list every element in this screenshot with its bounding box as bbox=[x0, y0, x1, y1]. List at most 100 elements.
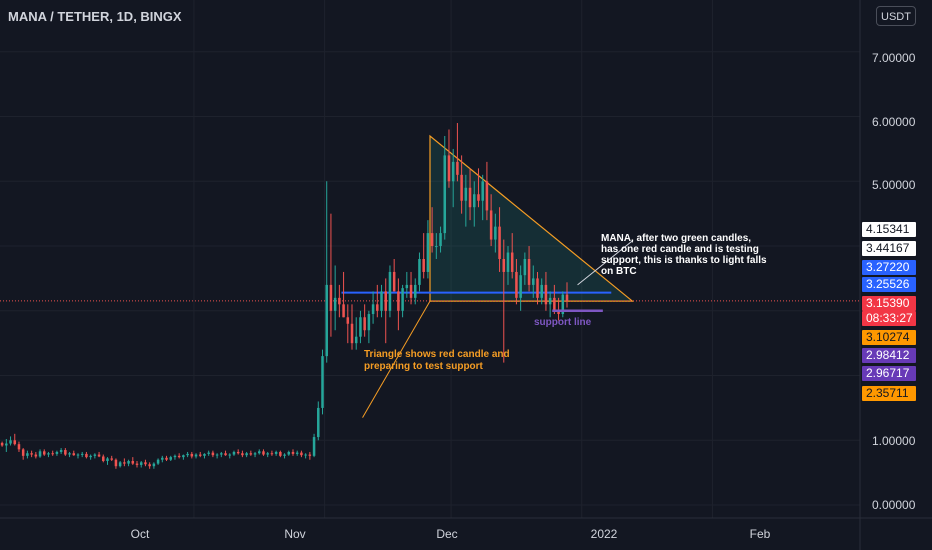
price-label: 3.27220 bbox=[862, 260, 916, 275]
candle-body bbox=[190, 453, 194, 457]
candle-body bbox=[485, 181, 489, 211]
candle-body bbox=[110, 458, 113, 460]
candle-body bbox=[464, 187, 468, 201]
candle-body bbox=[224, 453, 227, 456]
candle-body bbox=[548, 297, 552, 305]
candle-body bbox=[456, 161, 459, 175]
candle-body bbox=[68, 453, 71, 455]
x-tick-label: Oct bbox=[130, 527, 150, 541]
candle-body bbox=[532, 278, 535, 285]
candle-body bbox=[527, 259, 531, 285]
y-tick-label: 5.00000 bbox=[872, 178, 916, 192]
x-tick-label: Dec bbox=[436, 527, 458, 541]
candle-body bbox=[21, 449, 25, 456]
candle-body bbox=[401, 288, 404, 311]
candle-body bbox=[93, 454, 97, 456]
candle-body bbox=[148, 464, 151, 467]
candle-body bbox=[308, 454, 312, 456]
candle-body bbox=[135, 463, 139, 465]
candle-body bbox=[64, 450, 67, 455]
candle-body bbox=[51, 453, 54, 455]
candle-body bbox=[215, 454, 219, 456]
candle-body bbox=[447, 155, 451, 182]
candle-body bbox=[342, 304, 345, 318]
currency-selector-button[interactable]: USDT bbox=[876, 6, 916, 26]
candle-body bbox=[519, 275, 522, 298]
candle-body bbox=[139, 462, 143, 465]
candle-body bbox=[245, 453, 248, 456]
candle-body bbox=[443, 155, 447, 234]
candle-body bbox=[5, 443, 8, 446]
candle-body bbox=[354, 336, 358, 344]
candle-body bbox=[59, 450, 63, 452]
candle-body bbox=[515, 271, 518, 298]
x-tick-label: Nov bbox=[284, 527, 306, 541]
candle-body bbox=[173, 455, 177, 458]
candle-body bbox=[295, 452, 299, 454]
candle-body bbox=[346, 317, 350, 324]
y-tick-label: 7.00000 bbox=[872, 51, 916, 65]
price-label: 2.98412 bbox=[862, 348, 916, 363]
annotation-main-note: MANA, after two green candles, has one r… bbox=[601, 233, 767, 277]
candle-body bbox=[392, 271, 396, 292]
candle-body bbox=[220, 453, 223, 455]
candle-body bbox=[80, 453, 84, 455]
triangle-note-pointer bbox=[362, 300, 431, 418]
candle-body bbox=[165, 457, 168, 460]
candle-body bbox=[258, 451, 261, 454]
candle-body bbox=[55, 451, 59, 454]
candle-body bbox=[241, 453, 244, 456]
candle-body bbox=[413, 284, 417, 298]
candle-body bbox=[283, 454, 286, 456]
candle-body bbox=[371, 304, 375, 315]
candle-body bbox=[203, 453, 206, 456]
countdown-label: 08:33:27 bbox=[862, 311, 916, 326]
candle-body bbox=[13, 440, 17, 445]
candle-body bbox=[494, 226, 497, 240]
candle-body bbox=[102, 456, 105, 462]
candle-body bbox=[359, 317, 362, 337]
candle-body bbox=[249, 453, 253, 455]
price-label: 3.44167 bbox=[862, 241, 916, 256]
candle-body bbox=[300, 452, 303, 456]
candle-body bbox=[384, 291, 387, 311]
x-tick-label: Feb bbox=[749, 527, 771, 541]
candle-body bbox=[131, 461, 135, 464]
candle-body bbox=[89, 455, 92, 458]
candle-body bbox=[506, 252, 510, 272]
candle-body bbox=[114, 459, 118, 467]
candle-body bbox=[489, 210, 493, 240]
candle-body bbox=[144, 462, 147, 465]
candle-body bbox=[426, 233, 430, 272]
price-label: 4.15341 bbox=[862, 222, 916, 237]
price-label: 3.10274 bbox=[862, 330, 916, 345]
candle-body bbox=[367, 314, 371, 331]
candle-body bbox=[460, 174, 463, 201]
candle-body bbox=[523, 259, 527, 276]
candle-body bbox=[405, 284, 409, 289]
candle-body bbox=[270, 453, 274, 455]
candle-body bbox=[510, 252, 514, 272]
candle-body bbox=[85, 453, 88, 458]
candle-body bbox=[397, 291, 400, 311]
candle-body bbox=[553, 297, 556, 311]
annotation-triangle-note: Triangle shows red candle and preparing … bbox=[364, 349, 510, 372]
candle-body bbox=[34, 454, 38, 457]
candle-body bbox=[304, 454, 307, 456]
candle-body bbox=[253, 453, 257, 455]
price-label: 2.96717 bbox=[862, 366, 916, 381]
candle-body bbox=[312, 437, 316, 456]
candle-body bbox=[540, 284, 543, 298]
candle-body bbox=[30, 453, 33, 455]
candle-body bbox=[481, 181, 484, 201]
candle-body bbox=[409, 284, 413, 298]
candle-body bbox=[194, 454, 198, 457]
candle-body bbox=[106, 458, 109, 462]
candle-body bbox=[536, 278, 539, 298]
candle-body bbox=[544, 284, 548, 305]
candle-body bbox=[380, 291, 383, 311]
candle-body bbox=[228, 454, 232, 456]
candle-body bbox=[422, 259, 425, 272]
y-tick-label: 6.00000 bbox=[872, 115, 916, 129]
